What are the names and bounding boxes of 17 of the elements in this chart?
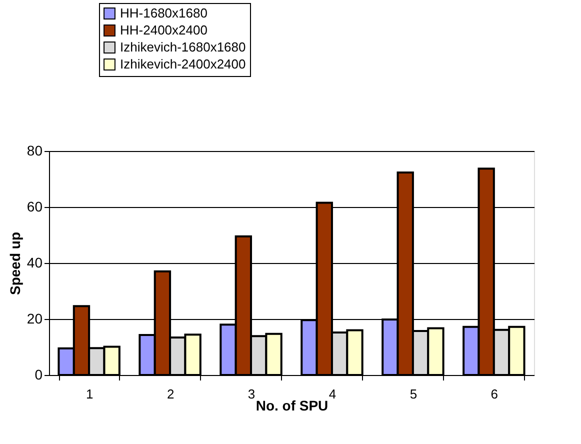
- y-tick-label: 0: [34, 366, 43, 382]
- x-tick-label: 4: [328, 386, 336, 402]
- x-tick-label: 1: [86, 386, 94, 402]
- x-tick-label: 2: [166, 386, 174, 402]
- legend-label: HH-2400x2400: [120, 22, 208, 38]
- y-axis-title: Speed up: [6, 232, 23, 296]
- legend-label: Izhikevich-2400x2400: [120, 56, 246, 72]
- y-tick-label: 20: [26, 310, 43, 326]
- x-axis-title: No. of SPU: [256, 398, 328, 414]
- x-tick-label: 6: [490, 386, 498, 402]
- legend-label: HH-1680x1680: [120, 6, 208, 20]
- y-tick-label: 80: [26, 142, 43, 158]
- y-tick-label: 60: [26, 198, 43, 214]
- x-tick-label: 3: [248, 386, 256, 402]
- x-tick-label: 5: [410, 386, 418, 402]
- y-tick-label: 40: [26, 254, 43, 270]
- legend-label: Izhikevich-1680x1680: [120, 40, 246, 54]
